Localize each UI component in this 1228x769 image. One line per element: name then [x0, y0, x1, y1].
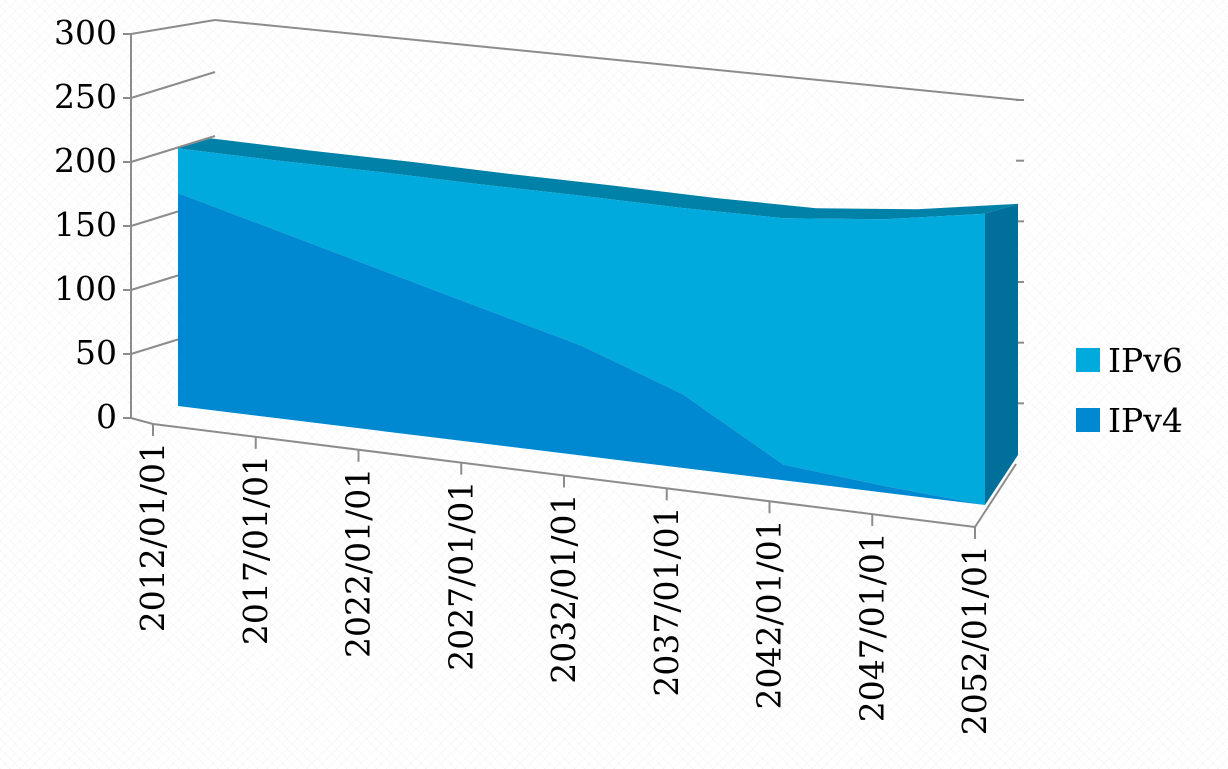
y-tick-label: 200 — [54, 141, 117, 180]
legend-item-ipv6: IPv6 — [1076, 330, 1226, 390]
axis-ticks — [123, 33, 1024, 539]
floor-right-edge — [974, 463, 1017, 528]
x-tick-label: 2027/01/01 — [441, 481, 480, 671]
x-tick-label: 2012/01/01 — [133, 442, 172, 632]
x-tick-label: 2022/01/01 — [339, 468, 378, 658]
y-tick-label: 50 — [75, 333, 117, 372]
stack-top-surface — [178, 138, 1018, 220]
left-wall-gridline — [130, 71, 216, 99]
x-tick-label: 2042/01/01 — [750, 519, 789, 709]
x-tick-label: 2047/01/01 — [852, 532, 891, 722]
y-tick-label: 150 — [54, 205, 117, 244]
series-ipv6-area — [178, 148, 985, 505]
x-tick-label: 2017/01/01 — [236, 455, 275, 645]
y-tick-label: 100 — [54, 269, 117, 308]
axis-labels: 0 50 100 150 200 250 300 2012/01/01 2017/01/01 20… — [54, 13, 994, 735]
legend-item-ipv4: IPv4 — [1076, 390, 1226, 450]
legend-label-ipv4: IPv4 — [1108, 400, 1183, 440]
legend: IPv6 IPv4 — [1076, 330, 1226, 450]
series-ipv4-area — [178, 193, 985, 505]
y-tick-label: 300 — [54, 13, 117, 52]
left-wall-gridline — [130, 135, 216, 163]
legend-label-ipv6: IPv6 — [1108, 340, 1183, 380]
legend-swatch-ipv6 — [1076, 348, 1100, 372]
back-wall-top-edge — [214, 19, 1021, 101]
left-wall-top-edge — [130, 19, 216, 35]
floor-left-edge — [130, 417, 154, 425]
x-tick-label: 2052/01/01 — [955, 545, 994, 735]
legend-swatch-ipv4 — [1076, 408, 1100, 432]
x-tick-label: 2037/01/01 — [647, 506, 686, 696]
y-tick-label: 0 — [96, 397, 117, 436]
stack-right-side — [985, 203, 1018, 506]
chart-areas — [178, 138, 1018, 506]
y-tick-label: 250 — [54, 77, 117, 116]
x-tick-label: 2032/01/01 — [544, 494, 583, 684]
